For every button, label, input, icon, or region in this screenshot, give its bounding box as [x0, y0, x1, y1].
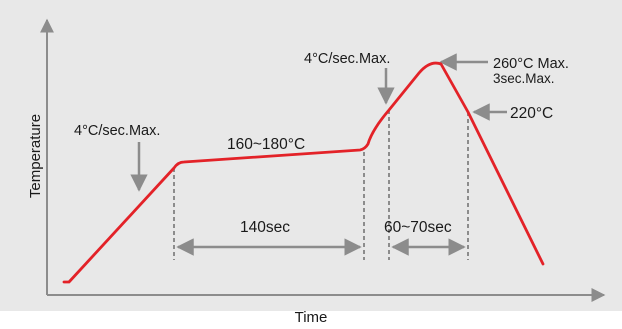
chart-background: [0, 0, 622, 311]
peak-time-label: 3sec.Max.: [493, 71, 555, 86]
soak-temp-label: 160~180°C: [227, 136, 305, 153]
reflow-time-label: 60~70sec: [384, 219, 452, 236]
soak-time-label: 140sec: [240, 219, 290, 236]
y-axis-label: Temperature: [27, 114, 44, 198]
liquidus-label: 220°C: [510, 105, 553, 122]
peak-temp-label: 260°C Max.: [493, 56, 569, 72]
preheat-ramp-label: 4°C/sec.Max.: [74, 123, 160, 139]
x-axis-label: Time: [295, 309, 328, 326]
temperature-profile-line: [62, 61, 545, 284]
reflow-ramp-label: 4°C/sec.Max.: [304, 51, 390, 67]
